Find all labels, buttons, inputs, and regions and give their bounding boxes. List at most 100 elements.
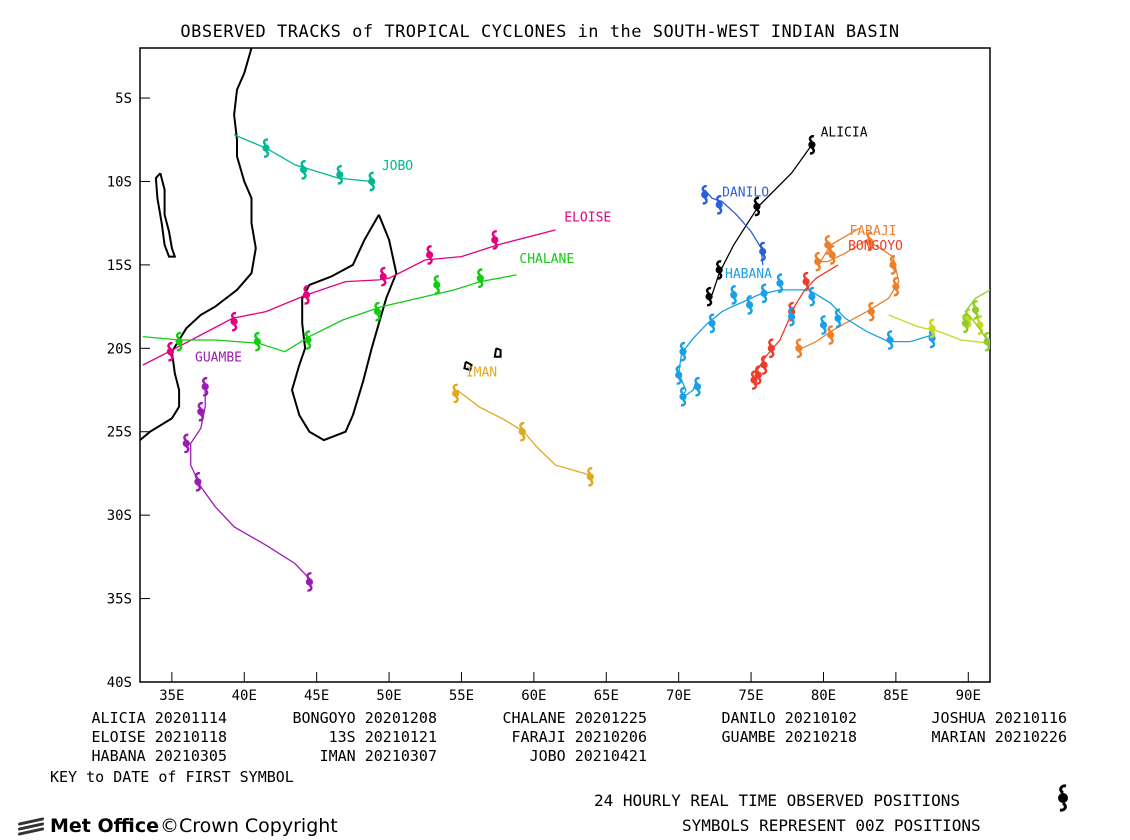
- cyclone-position-marker: [827, 325, 835, 345]
- cyclone-position-marker: [867, 301, 875, 322]
- storm-label: HABANA: [725, 267, 772, 282]
- lat-tick-label: 25S: [107, 425, 132, 441]
- cyclone-position-marker: [892, 276, 900, 297]
- footer-observed-positions: 24 HOURLY REAL TIME OBSERVED POSITIONS: [594, 791, 961, 810]
- key-entry: JOBO 20210421: [529, 747, 647, 765]
- cyclone-position-marker: [452, 383, 460, 404]
- storm-iman: [452, 383, 594, 487]
- cyclone-position-marker: [824, 235, 832, 255]
- cyclone-position-marker: [491, 230, 499, 250]
- storm-guambe: [182, 376, 313, 592]
- storm-danilo: [701, 185, 767, 265]
- coastlines: [140, 48, 502, 442]
- cyclone-position-marker: [476, 268, 484, 288]
- footer-symbols-note: SYMBOLS REPRESENT 00Z POSITIONS: [682, 816, 981, 835]
- map-title: OBSERVED TRACKS of TROPICAL CYCLONES in …: [180, 22, 900, 42]
- key-entry: 13S 20210121: [328, 728, 437, 746]
- track-line: [801, 227, 900, 349]
- cyclone-position-marker: [175, 331, 183, 352]
- cyclone-position-marker: [708, 313, 716, 334]
- cyclone-position-marker: [433, 275, 441, 295]
- cyclone-position-marker: [759, 241, 767, 262]
- cyclone-position-marker: [518, 421, 526, 442]
- key-entry: DANILO 20210102: [721, 709, 857, 727]
- cyclone-position-marker: [760, 283, 768, 304]
- cyclone-position-marker: [715, 260, 723, 280]
- cyclone-position-marker: [262, 138, 270, 158]
- cyclone-position-marker: [928, 318, 936, 339]
- cyclone-position-marker: [814, 251, 822, 272]
- storm-label: DANILO: [722, 185, 769, 200]
- storm-jobo: [233, 134, 376, 192]
- lon-tick-label: 40E: [232, 688, 257, 704]
- cyclone-position-marker: [889, 255, 897, 275]
- track-line: [142, 229, 556, 366]
- track-line: [678, 289, 933, 399]
- key-entry: HABANA 20210305: [91, 747, 227, 765]
- crown-copyright: ©Crown Copyright: [160, 815, 338, 837]
- coastline: [493, 347, 502, 358]
- cyclone-position-marker: [767, 338, 775, 359]
- coastline: [463, 360, 473, 372]
- cyclone-position-marker: [368, 171, 376, 192]
- storm-13s: [1002, 223, 1056, 340]
- cyclone-position-marker: [230, 311, 238, 332]
- storm-eloise: [142, 229, 556, 366]
- lat-tick-label: 15S: [107, 258, 132, 274]
- lon-tick-label: 90E: [956, 688, 981, 704]
- cyclone-position-marker: [379, 266, 387, 287]
- cyclone-position-marker: [730, 285, 738, 305]
- lon-tick-label: 65E: [594, 688, 619, 704]
- cyclone-position-marker: [197, 401, 205, 422]
- lat-tick-label: 20S: [107, 341, 132, 357]
- storm-habana: [675, 273, 936, 407]
- met-office-waves-icon: [18, 817, 44, 836]
- map-axes: 5S 10S 15S 20S 25S 30S 35S 40S 35E 40E 45E 50E 55E 60…: [107, 91, 981, 704]
- cyclone-position-marker: [302, 285, 311, 305]
- cyclone-position-marker: [754, 365, 762, 385]
- key-entry: ALICIA 20201114: [91, 709, 227, 727]
- key-entry: CHALANE 20201225: [502, 709, 648, 727]
- cyclone-position-marker: [776, 273, 784, 293]
- cyclone-position-marker: [750, 370, 758, 390]
- storm-tracks: [142, 134, 1056, 592]
- lon-tick-label: 45E: [304, 688, 329, 704]
- cyclone-position-marker: [693, 376, 702, 397]
- cyclone-position-marker: [201, 376, 209, 397]
- track-line: [190, 386, 310, 580]
- lat-tick-label: 40S: [107, 675, 132, 691]
- cyclone-position-marker: [675, 365, 683, 385]
- lat-tick-label: 30S: [107, 508, 132, 524]
- lat-tick-label: 35S: [107, 592, 132, 608]
- met-office-logo-text: Met Office: [50, 815, 159, 837]
- cyclone-position-marker: [753, 196, 761, 217]
- cyclone-position-marker: [166, 341, 174, 362]
- cyclone-position-marker: [300, 160, 308, 180]
- cyclone-symbol-icon: [1058, 784, 1068, 812]
- cyclone-position-marker: [182, 433, 190, 454]
- cyclone-position-marker: [971, 300, 980, 320]
- track-line: [1002, 223, 1056, 340]
- cyclone-position-marker: [373, 301, 382, 322]
- cyclone-position-marker: [808, 135, 816, 155]
- storm-label: CHALANE: [519, 252, 574, 267]
- cyclone-position-marker: [788, 306, 796, 327]
- storm-chalane: [142, 268, 517, 353]
- cyclone-position-marker: [886, 330, 894, 350]
- cyclone-position-marker: [705, 286, 713, 307]
- cyclone-position-marker: [305, 572, 313, 592]
- key-caption: KEY to DATE of FIRST SYMBOL: [50, 768, 294, 786]
- key-entry: ELOISE 20210118: [91, 728, 227, 746]
- cyclone-position-marker: [679, 386, 687, 407]
- cyclone-position-marker: [819, 315, 828, 335]
- storm-label: ALICIA: [821, 125, 868, 140]
- key-entry: JOSHUA 20210116: [931, 709, 1067, 727]
- cyclone-position-marker: [586, 467, 594, 487]
- key-entry: MARIAN 20210226: [931, 728, 1067, 746]
- cyclone-position-marker: [426, 245, 434, 265]
- cyclone-position-marker: [746, 295, 754, 315]
- cyclone-position-marker: [760, 355, 768, 375]
- cyclone-position-marker: [715, 195, 723, 215]
- cyclone-position-marker: [304, 330, 312, 350]
